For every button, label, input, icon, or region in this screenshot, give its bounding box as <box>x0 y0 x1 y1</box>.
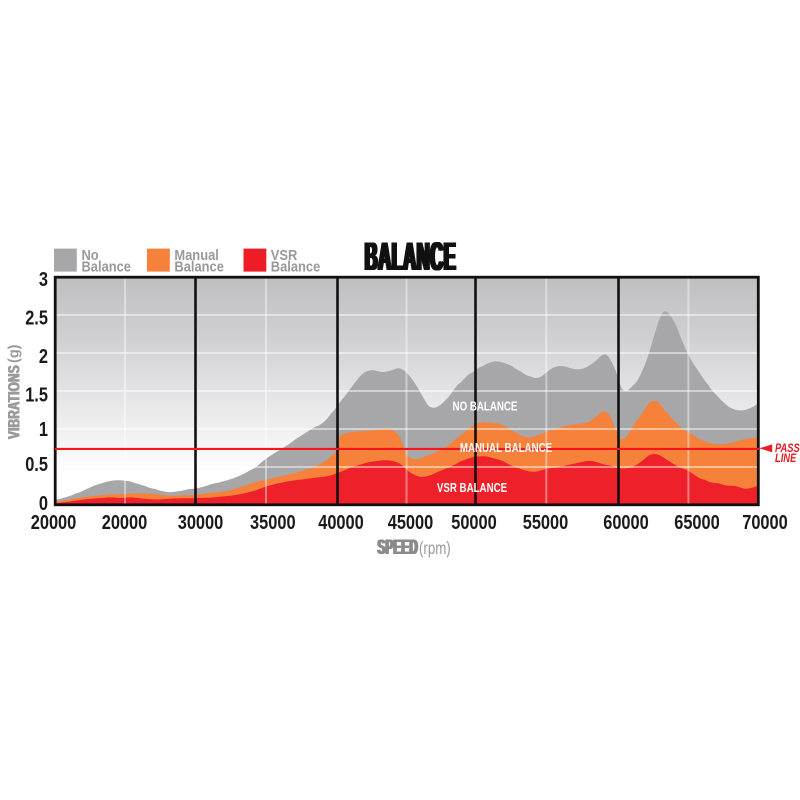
svg-text:40000: 40000 <box>318 510 364 533</box>
svg-text:SPEED: SPEED <box>376 535 417 559</box>
svg-text:VIBRATIONS: VIBRATIONS <box>6 365 25 439</box>
svg-text:PASS: PASS <box>775 442 800 455</box>
svg-text:MANUAL BALANCE: MANUAL BALANCE <box>460 442 553 455</box>
svg-text:50000: 50000 <box>451 510 497 533</box>
svg-text:BALANCE: BALANCE <box>366 235 458 279</box>
svg-text:No: No <box>82 247 99 263</box>
svg-text:BALANCE: BALANCE <box>363 235 455 279</box>
svg-text:VIBRATIONS: VIBRATIONS <box>6 366 25 440</box>
svg-text:BALANCE: BALANCE <box>365 235 457 279</box>
svg-text:2.5: 2.5 <box>25 306 48 329</box>
svg-text:1.5: 1.5 <box>25 383 48 406</box>
svg-text:35000: 35000 <box>250 510 296 533</box>
svg-text:60000: 60000 <box>603 510 649 533</box>
svg-text:LINE: LINE <box>775 452 797 465</box>
svg-text:45000: 45000 <box>388 510 434 533</box>
svg-text:1: 1 <box>39 417 48 440</box>
svg-text:Balance: Balance <box>174 259 224 275</box>
svg-text:SPEED: SPEED <box>377 535 418 559</box>
svg-text:20000: 20000 <box>102 510 148 533</box>
svg-text:55000: 55000 <box>523 510 569 533</box>
svg-text:0.5: 0.5 <box>25 452 48 475</box>
svg-text:Balance: Balance <box>82 259 132 275</box>
svg-text:70000: 70000 <box>742 510 788 533</box>
svg-text:(rpm): (rpm) <box>419 539 451 558</box>
svg-text:Balance: Balance <box>271 259 321 275</box>
svg-text:20000: 20000 <box>31 510 77 533</box>
svg-text:65000: 65000 <box>674 510 720 533</box>
svg-text:SPEED: SPEED <box>378 535 419 559</box>
svg-text:VSR: VSR <box>271 247 298 263</box>
svg-text:VSR BALANCE: VSR BALANCE <box>437 482 508 495</box>
svg-text:(g): (g) <box>7 344 23 363</box>
svg-text:NO BALANCE: NO BALANCE <box>453 400 518 413</box>
svg-text:Manual: Manual <box>174 247 218 263</box>
svg-text:0: 0 <box>39 491 48 514</box>
svg-text:30000: 30000 <box>178 510 224 533</box>
svg-text:3: 3 <box>39 267 48 290</box>
svg-text:2: 2 <box>39 344 48 367</box>
